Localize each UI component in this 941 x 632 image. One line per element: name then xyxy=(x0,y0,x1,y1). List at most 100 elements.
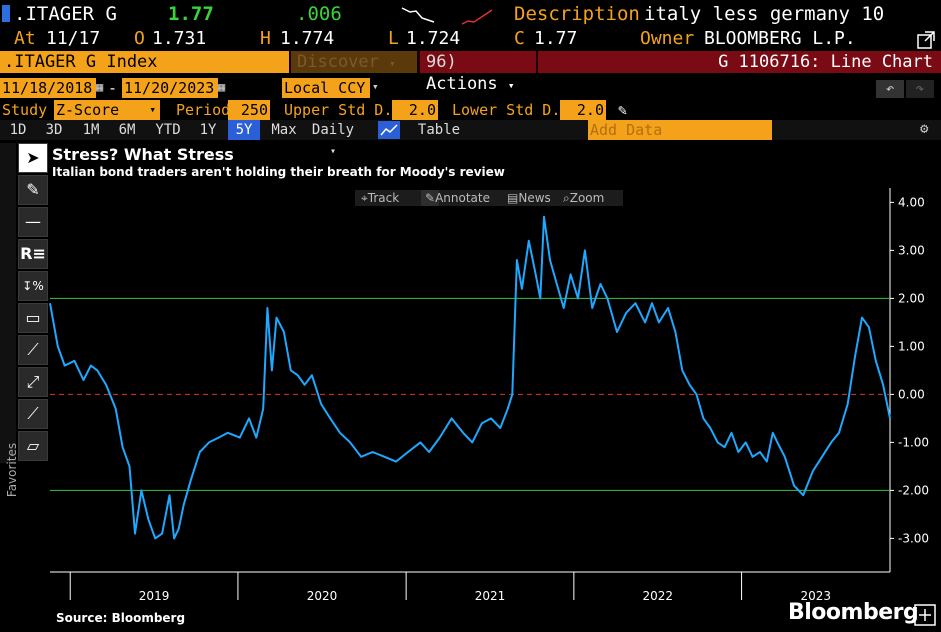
security-flag-icon xyxy=(2,5,10,22)
frequency-select[interactable]: Daily ▾ xyxy=(308,120,358,157)
period-max[interactable]: Max xyxy=(271,122,297,138)
source-note: Source: Bloomberg xyxy=(56,611,186,625)
favorites-strip[interactable]: Favorites xyxy=(0,143,19,497)
line-chart-type-button[interactable] xyxy=(378,121,400,139)
y-tick-label: -1.00 xyxy=(898,435,929,449)
y-tick-label: 4.00 xyxy=(898,195,925,209)
channel-icon: ▱ xyxy=(26,436,40,455)
close-label: C xyxy=(514,28,525,49)
news-label: News xyxy=(518,191,551,205)
y-tick-label: -3.00 xyxy=(898,531,929,545)
chart-subtitle: Italian bond traders aren't holding thei… xyxy=(52,165,505,179)
dropdown-arrow-icon[interactable]: ▾ xyxy=(372,80,379,93)
study-label: Study xyxy=(2,101,48,119)
horizontal-line-tool[interactable]: — xyxy=(18,207,48,237)
trendline-tool[interactable]: ⟋ xyxy=(18,335,48,365)
lower-std-input[interactable]: 2.0 xyxy=(560,100,606,120)
calendar-icon[interactable]: ▦ xyxy=(218,80,226,94)
track-button[interactable]: ⌖ Track xyxy=(361,191,400,205)
open-value: 1.731 xyxy=(152,28,207,49)
segment-icon: ⟋ xyxy=(27,404,39,423)
annotate-button[interactable]: ✎ Annotate xyxy=(421,190,490,206)
calendar-icon[interactable]: ▦ xyxy=(96,80,104,94)
upper-std-input[interactable]: 2.0 xyxy=(392,100,438,120)
redo-icon: ↷ xyxy=(915,81,925,97)
study-value: Z-Score xyxy=(56,101,120,119)
actions-label: Actions xyxy=(426,74,498,94)
pen-icon: ✎ xyxy=(26,180,40,199)
dropdown-arrow-icon: ▾ xyxy=(149,103,156,116)
pen-tool[interactable]: ✎ xyxy=(18,175,48,205)
x-tick-label: 2022 xyxy=(642,589,673,603)
period-3d[interactable]: 3D xyxy=(45,122,63,138)
redo-button[interactable]: ↷ xyxy=(906,80,934,98)
owner-value: BLOOMBERG L.P. xyxy=(704,28,856,49)
upper-std-label: Upper Std D... xyxy=(284,101,411,119)
ohlc-row: At 11/17 O 1.731 H 1.774 L 1.724 C 1.77 … xyxy=(0,28,941,50)
end-date-field[interactable]: 11/20/2023 xyxy=(122,78,218,98)
sparkline-icon xyxy=(401,7,493,25)
x-tick-label: 2020 xyxy=(307,589,338,603)
rectangle-icon: ▭ xyxy=(25,308,41,327)
regression-icon: R≡ xyxy=(20,244,46,263)
period-5y[interactable]: 5Y xyxy=(228,120,260,140)
undo-button[interactable]: ↶ xyxy=(876,80,904,98)
regression-tool[interactable]: R≡ xyxy=(18,239,48,269)
zoom-button[interactable]: ⌕ Zoom xyxy=(563,191,605,205)
discover-label: Discover xyxy=(297,52,379,72)
table-button[interactable]: Table xyxy=(417,122,461,138)
y-tick-label: 2.00 xyxy=(898,291,925,305)
percent-tool[interactable]: ↧% xyxy=(18,271,48,301)
currency-value: Local CCY xyxy=(284,79,366,97)
track-label: Track xyxy=(367,191,400,205)
y-tick-label: 0.00 xyxy=(898,387,925,401)
x-tick-label: 2021 xyxy=(475,589,506,603)
dropdown-arrow-icon: ▾ xyxy=(329,146,337,157)
last-price: 1.77 xyxy=(168,3,214,25)
series-line xyxy=(49,215,891,540)
segment-tool[interactable]: ⟋ xyxy=(18,399,48,429)
y-tick-label: 3.00 xyxy=(898,243,925,257)
popout-icon[interactable] xyxy=(916,30,936,50)
dropdown-arrow-icon: ▾ xyxy=(507,79,515,92)
add-data-input[interactable]: Add Data xyxy=(588,120,772,140)
security-field[interactable]: .ITAGER G Index xyxy=(0,51,289,73)
period-toolbar: 1D 3D 1M 6M YTD 1Y 5Y Max Daily ▾ Table … xyxy=(0,120,941,157)
period-1d[interactable]: 1D xyxy=(9,122,27,138)
rectangle-tool[interactable]: ▭ xyxy=(18,303,48,333)
close-value: 1.77 xyxy=(534,28,578,49)
owner-label: Owner xyxy=(640,28,695,49)
undo-icon: ↶ xyxy=(885,81,895,97)
pointer-tool[interactable]: ➤ xyxy=(18,143,48,173)
chart-toolbar: ⌖ Track ✎ Annotate ▤ News ⌕ Zoom xyxy=(355,190,623,206)
currency-select[interactable]: Local CCY xyxy=(282,78,370,98)
trendline-icon: ⟋ xyxy=(27,340,39,359)
discover-button[interactable]: Discover ▾ xyxy=(291,51,417,73)
net-change: .006 xyxy=(296,3,342,25)
horizontal-line-icon: — xyxy=(25,212,41,231)
date-range-row: 11/18/2018 ▦ - 11/20/2023 ▦ Local CCY ▾ … xyxy=(0,78,941,100)
study-row: Study Z-Score ▾ Period 250 Upper Std D...… xyxy=(0,100,941,120)
low-value: 1.724 xyxy=(406,28,461,49)
period-1y[interactable]: 1Y xyxy=(199,122,217,138)
start-date-field[interactable]: 11/18/2018 xyxy=(0,78,96,98)
channel-tool[interactable]: ▱ xyxy=(18,431,48,461)
at-label: At xyxy=(14,28,36,49)
news-button[interactable]: ▤ News xyxy=(507,191,551,205)
cursor-arrow-icon: ➤ xyxy=(26,148,40,167)
study-select[interactable]: Z-Score ▾ xyxy=(54,100,160,120)
ray-tool[interactable]: ⤢ xyxy=(18,367,48,397)
high-label: H xyxy=(260,28,271,49)
actions-button[interactable]: 96) Actions ▾ xyxy=(420,51,536,94)
description-value: italy less germany 10 xyxy=(644,3,885,25)
percent-change-icon: ↧% xyxy=(22,279,44,293)
period-6m[interactable]: 6M xyxy=(118,122,136,138)
settings-gear-icon[interactable]: ⚙ xyxy=(920,121,929,137)
pencil-icon[interactable]: ✎ xyxy=(618,101,628,119)
period-1m[interactable]: 1M xyxy=(82,122,100,138)
period-ytd[interactable]: YTD xyxy=(155,122,181,138)
period-input[interactable]: 250 xyxy=(228,100,270,120)
x-tick-label: 2019 xyxy=(139,589,170,603)
at-date: 11/17 xyxy=(46,28,101,49)
